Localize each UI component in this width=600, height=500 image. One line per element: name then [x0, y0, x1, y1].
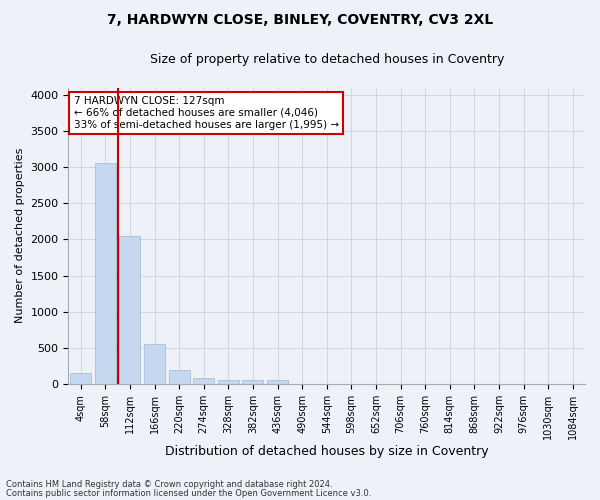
X-axis label: Distribution of detached houses by size in Coventry: Distribution of detached houses by size …: [165, 444, 488, 458]
Bar: [169, 370, 190, 384]
Text: 7 HARDWYN CLOSE: 127sqm
← 66% of detached houses are smaller (4,046)
33% of semi: 7 HARDWYN CLOSE: 127sqm ← 66% of detache…: [74, 96, 338, 130]
Text: 7, HARDWYN CLOSE, BINLEY, COVENTRY, CV3 2XL: 7, HARDWYN CLOSE, BINLEY, COVENTRY, CV3 …: [107, 12, 493, 26]
Bar: [144, 344, 165, 384]
Bar: [95, 164, 116, 384]
Bar: [218, 380, 239, 384]
Bar: [242, 380, 263, 384]
Bar: [70, 373, 91, 384]
Title: Size of property relative to detached houses in Coventry: Size of property relative to detached ho…: [149, 52, 504, 66]
Bar: [267, 380, 288, 384]
Y-axis label: Number of detached properties: Number of detached properties: [15, 148, 25, 324]
Text: Contains HM Land Registry data © Crown copyright and database right 2024.: Contains HM Land Registry data © Crown c…: [6, 480, 332, 489]
Bar: [193, 378, 214, 384]
Text: Contains public sector information licensed under the Open Government Licence v3: Contains public sector information licen…: [6, 488, 371, 498]
Bar: [119, 236, 140, 384]
